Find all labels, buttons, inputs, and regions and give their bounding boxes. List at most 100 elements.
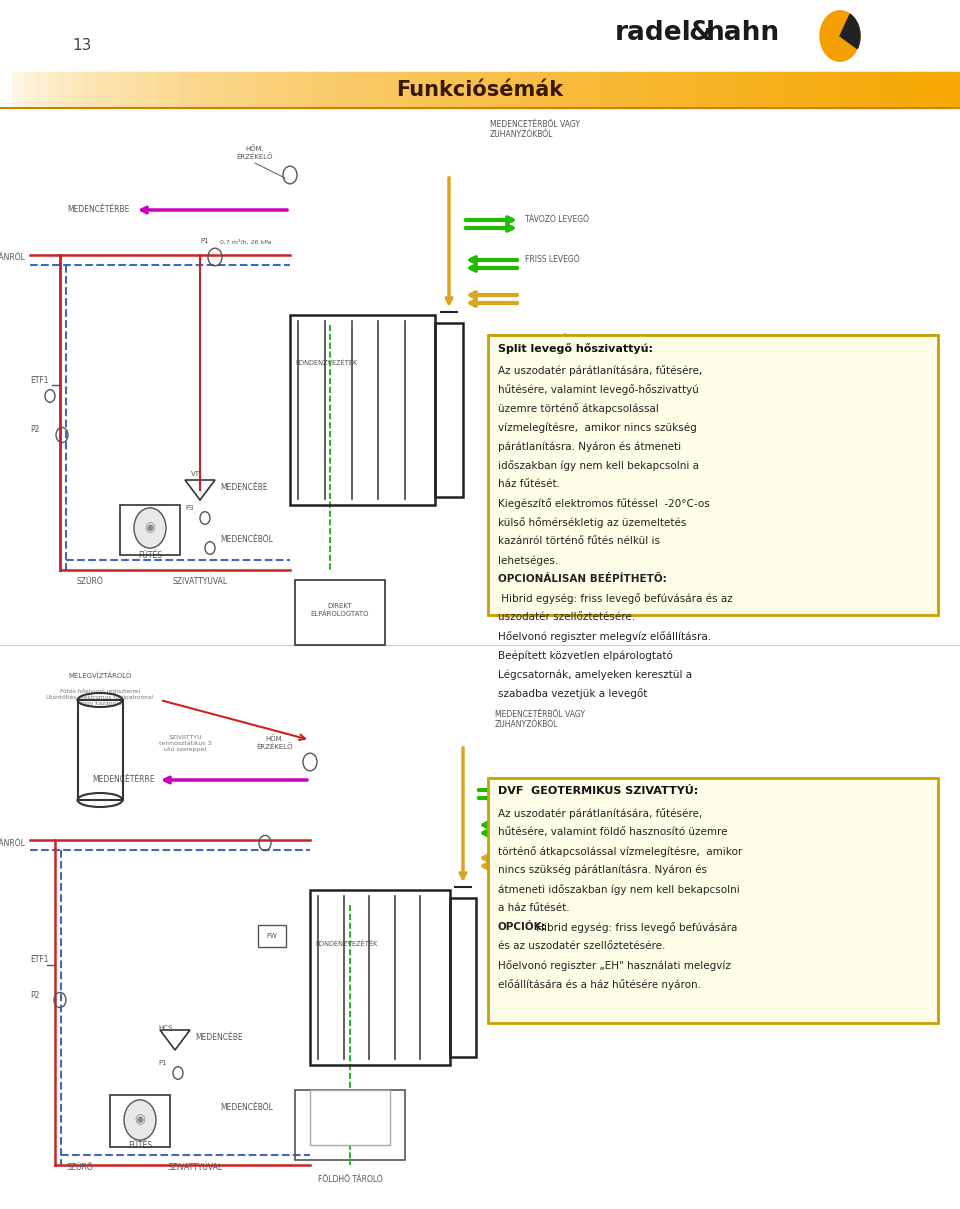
Bar — [120, 73, 134, 108]
Bar — [708, 73, 722, 108]
Bar — [660, 73, 674, 108]
Bar — [828, 73, 842, 108]
Bar — [156, 73, 170, 108]
Text: Hőelvonó regiszter melegvíz előállításra.: Hőelvonó regiszter melegvíz előállításra… — [498, 631, 711, 642]
Text: MELEGVÍZTÁROLÓ: MELEGVÍZTÁROLÓ — [68, 672, 132, 678]
Bar — [96, 73, 109, 108]
Bar — [24, 73, 38, 108]
Text: P1: P1 — [158, 1060, 167, 1066]
Bar — [900, 73, 914, 108]
Text: és az uszodatér szellőztetésére.: és az uszodatér szellőztetésére. — [498, 941, 665, 951]
Bar — [132, 73, 146, 108]
Text: FŰTÉS: FŰTÉS — [128, 1141, 152, 1150]
Text: Fűtés hőelvonó regiszterrel
Utántöltés elektromos fűtőpatronnal
vogy kazánnal: Fűtés hőelvonó regiszterrel Utántöltés e… — [46, 688, 154, 706]
Text: FÖLDHŐ TÁROLÓ: FÖLDHŐ TÁROLÓ — [318, 1175, 382, 1184]
Text: MEDENCETÉRBŐL VAGY
ZUHANYZÓKBÓL: MEDENCETÉRBŐL VAGY ZUHANYZÓKBÓL — [495, 710, 585, 729]
Text: 13: 13 — [72, 37, 91, 53]
Bar — [576, 73, 589, 108]
Bar — [84, 73, 98, 108]
Bar — [540, 73, 554, 108]
Text: HIBRID  EGYSÉG: HIBRID EGYSÉG — [490, 335, 575, 345]
Text: ház fűtését.: ház fűtését. — [498, 479, 560, 488]
Bar — [310, 890, 450, 1065]
Bar — [276, 73, 290, 108]
Bar — [492, 73, 506, 108]
Circle shape — [134, 508, 166, 548]
Bar — [732, 73, 746, 108]
Bar — [288, 73, 301, 108]
Bar — [420, 73, 434, 108]
Bar — [336, 73, 349, 108]
Bar — [192, 73, 206, 108]
Bar — [780, 73, 794, 108]
Bar — [744, 73, 758, 108]
Text: HCS: HCS — [158, 1025, 173, 1031]
Bar — [264, 73, 278, 108]
Text: kazánról történő fűtés nélkül is: kazánról történő fűtés nélkül is — [498, 536, 660, 546]
Text: vízmelegítésre,  amikor nincs szükség: vízmelegítésre, amikor nincs szükség — [498, 422, 697, 433]
Bar — [876, 73, 890, 108]
Text: időszakban így nem kell bekapcsolni a: időszakban így nem kell bekapcsolni a — [498, 459, 699, 472]
Bar — [924, 73, 938, 108]
Text: Kiegészítő elektromos fűtéssel  -20°C-os: Kiegészítő elektromos fűtéssel -20°C-os — [498, 498, 709, 509]
Text: TÁVOZÓ LEVEGŐ: TÁVOZÓ LEVEGŐ — [535, 786, 599, 794]
Text: MEDENCÉBE: MEDENCÉBE — [195, 1034, 243, 1042]
Bar — [240, 73, 253, 108]
Bar — [564, 73, 578, 108]
Text: FW: FW — [267, 933, 277, 939]
Bar — [624, 73, 637, 108]
Bar — [450, 898, 476, 1057]
Text: Split levegő hőszivattyú:: Split levegő hőszivattyú: — [498, 343, 653, 354]
Text: KONDENZVEZÉTÉK: KONDENZVEZÉTÉK — [295, 360, 357, 366]
Bar — [258, 925, 286, 947]
Bar — [36, 73, 50, 108]
Text: Hibrid egység: friss levegő befúvására: Hibrid egység: friss levegő befúvására — [533, 922, 737, 933]
Bar — [480, 73, 493, 108]
Bar — [648, 73, 662, 108]
Bar — [372, 73, 386, 108]
Text: Hibrid egység: friss levegő befúvására és az: Hibrid egység: friss levegő befúvására é… — [498, 592, 732, 604]
Text: szabadba vezetjük a levegőt: szabadba vezetjük a levegőt — [498, 688, 647, 699]
Text: Hőelvonó regiszter „EH" használati melegvíz: Hőelvonó regiszter „EH" használati meleg… — [498, 960, 731, 971]
Text: külső hőmérsékletig az üzemeltetés: külső hőmérsékletig az üzemeltetés — [498, 517, 686, 528]
Bar — [78, 700, 123, 800]
Text: OPCIÓK:: OPCIÓK: — [498, 922, 547, 932]
Bar — [864, 73, 877, 108]
Bar — [168, 73, 182, 108]
Bar — [840, 73, 854, 108]
Text: MEDENCÉBŐL: MEDENCÉBŐL — [220, 1104, 273, 1112]
Bar — [110, 1095, 170, 1147]
Bar — [408, 73, 422, 108]
Text: P2: P2 — [30, 426, 39, 434]
Text: Légcsatornák, amelyeken keresztül a: Légcsatornák, amelyeken keresztül a — [498, 669, 692, 679]
Text: párátlanításra. Nyáron és átmeneti: párátlanításra. Nyáron és átmeneti — [498, 441, 682, 451]
Text: MEDENCÉBŐL: MEDENCÉBŐL — [220, 536, 273, 544]
Text: HIBRID  EGYSÉG: HIBRID EGYSÉG — [495, 908, 580, 918]
Bar — [310, 1091, 390, 1145]
Text: HŐM.
ÉRZÉKELŐ: HŐM. ÉRZÉKELŐ — [256, 735, 293, 750]
Bar — [0, 73, 13, 108]
Bar — [444, 73, 458, 108]
Bar — [228, 73, 242, 108]
Text: TÁVOZÓ LEVEGŐ: TÁVOZÓ LEVEGŐ — [525, 215, 589, 225]
Bar — [295, 1091, 405, 1159]
Text: FŰTÉS: FŰTÉS — [138, 551, 162, 560]
Text: MEDENCÉBE: MEDENCÉBE — [220, 484, 268, 492]
Text: KAZÁNRÓL: KAZÁNRÓL — [0, 839, 25, 848]
Bar — [948, 73, 960, 108]
Bar — [216, 73, 230, 108]
Bar — [360, 73, 374, 108]
Bar — [12, 73, 26, 108]
Text: radel: radel — [615, 21, 692, 46]
Bar — [696, 73, 709, 108]
Bar — [792, 73, 805, 108]
Bar — [552, 73, 565, 108]
Bar — [488, 335, 938, 615]
Text: ETF1: ETF1 — [30, 376, 49, 384]
Text: hűtésére, valamint földő hasznosító üzemre: hűtésére, valamint földő hasznosító üzem… — [498, 827, 728, 837]
Text: VT: VT — [190, 472, 200, 478]
Bar — [600, 73, 614, 108]
Text: üzemre történő átkapcsolással: üzemre történő átkapcsolással — [498, 403, 659, 413]
Bar — [300, 73, 314, 108]
Bar — [588, 73, 602, 108]
